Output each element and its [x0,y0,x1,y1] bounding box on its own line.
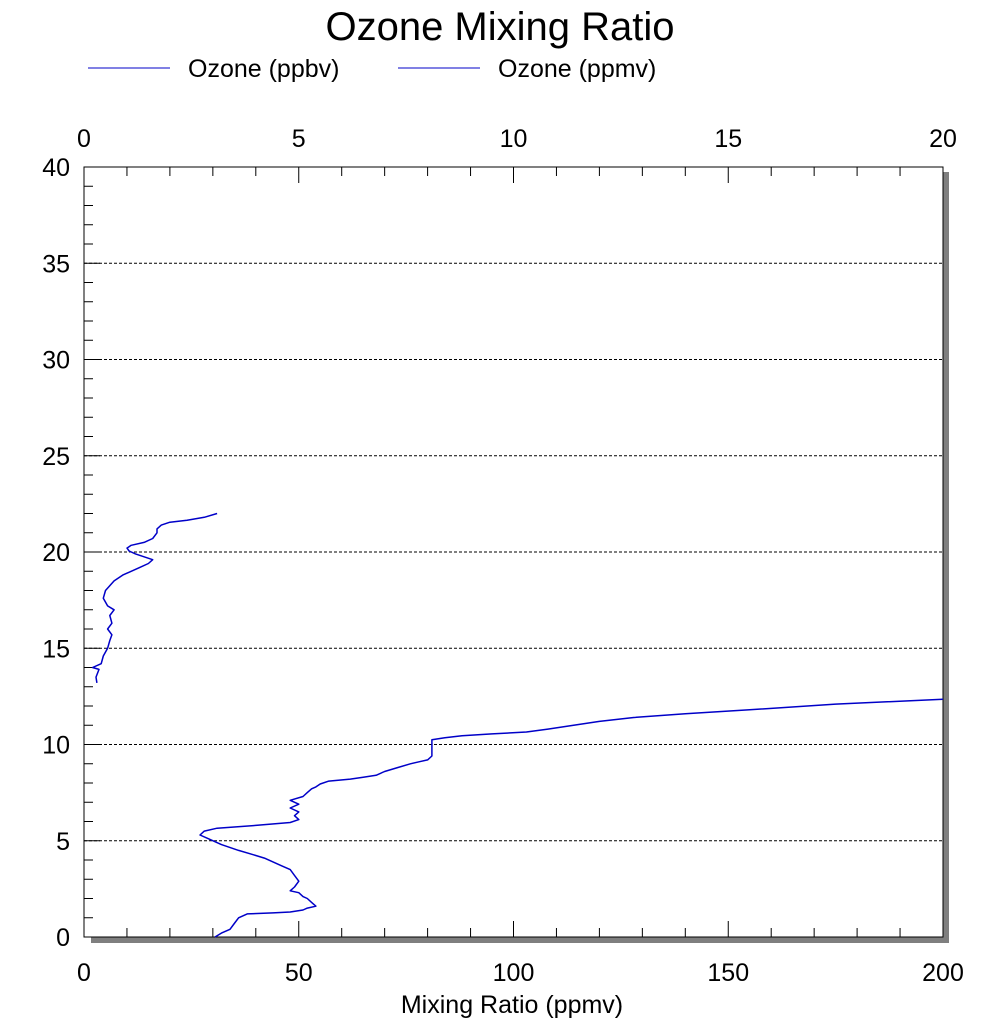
y-tick-label-25: 25 [42,443,70,471]
y-tick-label-20: 20 [42,539,70,567]
y-tick-label-30: 30 [42,347,70,375]
x-bottom-tick-label-0: 0 [77,959,91,987]
x-bottom-tick-label-200: 200 [922,959,964,987]
chart-title: Ozone Mixing Ratio [325,5,674,49]
axis-ticks [83,166,944,938]
grid-lines [84,262,943,842]
x-top-tick-label-15: 15 [714,125,742,153]
y-tick-label-15: 15 [42,635,70,663]
y-tick-label-0: 0 [56,924,70,952]
y-tick-label-40: 40 [42,154,70,182]
x-bottom-tick-label-150: 150 [707,959,749,987]
x-top-tick-label-5: 5 [292,125,306,153]
x-axis-title: Mixing Ratio (ppmv) [401,991,623,1019]
x-bottom-tick-label-50: 50 [285,959,313,987]
plot-shadow-right [942,172,949,942]
y-tick-label-10: 10 [42,732,70,760]
x-top-tick-label-0: 0 [77,125,91,153]
x-top-tick-label-20: 20 [929,125,957,153]
series-line-1 [91,512,218,684]
legend: Ozone (ppbv) Ozone (ppmv) [88,55,656,83]
y-tick-label-35: 35 [42,250,70,278]
x-bottom-tick-label-100: 100 [493,959,535,987]
legend-label-ppmv: Ozone (ppmv) [498,55,656,83]
series-layer [91,512,944,938]
plot-shadow-bottom [91,936,949,943]
series-line-0 [199,698,944,938]
x-top-tick-label-10: 10 [500,125,528,153]
legend-label-ppbv: Ozone (ppbv) [188,55,339,83]
y-tick-label-5: 5 [56,828,70,856]
